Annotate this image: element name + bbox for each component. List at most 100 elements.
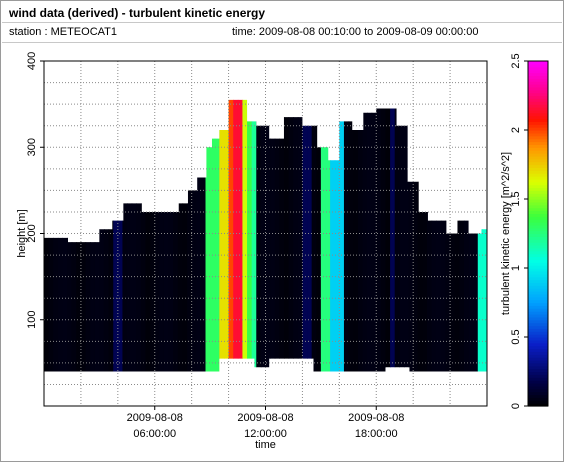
heatmap-cell: [228, 99, 234, 372]
colorbar-swatch: [528, 262, 548, 266]
colorbar-swatch: [528, 288, 548, 292]
colorbar-swatch: [528, 268, 548, 272]
heatmap-cell: [219, 99, 225, 372]
heatmap-cell: [288, 99, 294, 372]
colorbar-swatch: [528, 345, 548, 350]
colorbar-swatch: [528, 112, 548, 117]
colorbar-swatch: [528, 161, 548, 166]
heatmap-cell: [385, 99, 391, 372]
colorbar-swatch: [528, 319, 548, 324]
colorbar-swatch: [528, 184, 548, 189]
colorbar-swatch: [528, 256, 548, 260]
heatmap-cell: [251, 99, 257, 372]
heatmap-cell: [145, 99, 151, 372]
heatmap-cell: [307, 99, 313, 372]
heatmap-cell: [265, 99, 271, 372]
heatmap-cell: [136, 99, 142, 372]
heatmap-cell: [279, 99, 285, 372]
heatmap-cell: [127, 99, 133, 372]
colorbar-swatch: [528, 233, 548, 237]
colorbar-swatch: [528, 104, 548, 108]
heatmap-cell: [316, 99, 322, 372]
colorbar-swatch: [528, 354, 548, 358]
colorbar-swatch: [528, 380, 548, 384]
heatmap-cell: [53, 99, 59, 372]
heatmap-cell: [168, 99, 174, 372]
chart-title: wind data (derived) - turbulent kinetic …: [9, 6, 266, 20]
colorbar-swatch: [528, 403, 548, 407]
heatmap-cell: [394, 99, 400, 372]
heatmap-cell: [371, 99, 377, 372]
heatmap-cell: [376, 99, 382, 372]
heatmap-cell: [320, 99, 327, 372]
colorbar-tick-label: 2: [510, 127, 522, 133]
heatmap-cell: [283, 99, 290, 372]
heatmap-cell: [99, 99, 105, 372]
colorbar-swatch: [528, 135, 548, 140]
colorbar-swatch: [528, 164, 548, 168]
colorbar-swatch: [528, 86, 548, 91]
heatmap-cell: [431, 99, 437, 372]
colorbar-swatch: [528, 377, 548, 381]
heatmap-cell: [131, 99, 137, 372]
y-tick-label: 300: [26, 138, 38, 156]
colorbar-swatch: [528, 127, 548, 131]
heatmap-cell: [334, 99, 340, 372]
colorbar-swatch: [528, 247, 548, 252]
colorbar-swatch: [528, 118, 548, 122]
colorbar-swatch: [528, 155, 548, 160]
colorbar-swatch: [528, 115, 548, 120]
time-range-label: time: 2009-08-08 00:10:00 to 2009-08-09 …: [232, 26, 479, 38]
heatmap-cell: [173, 99, 179, 372]
colorbar-swatch: [528, 273, 548, 278]
heatmap-cell: [103, 99, 110, 372]
heatmap-cell: [450, 99, 456, 372]
colorbar-swatch: [528, 365, 548, 370]
heatmap-cell: [187, 99, 193, 372]
y-tick-label: 200: [26, 224, 38, 242]
colorbar-swatch: [528, 167, 548, 171]
x-tick-label-date: 2009-08-08: [237, 412, 293, 424]
colorbar-swatch: [528, 158, 548, 163]
heatmap-cell: [459, 99, 465, 372]
colorbar-swatch: [528, 311, 548, 315]
heatmap-cell: [233, 99, 239, 372]
colorbar-swatch: [528, 81, 548, 85]
colorbar-swatch: [528, 296, 548, 301]
colorbar-tick-label: 0.5: [510, 329, 522, 344]
heatmap-cell: [325, 99, 331, 372]
colorbar-swatch: [528, 308, 548, 312]
colorbar-swatch: [528, 95, 548, 99]
colorbar-swatch: [528, 147, 548, 151]
colorbar-swatch: [528, 230, 548, 235]
colorbar-swatch: [528, 193, 548, 197]
heatmap-cell: [408, 99, 414, 372]
heatmap-cell: [348, 99, 354, 372]
colorbar-swatch: [528, 150, 548, 154]
colorbar-swatch: [528, 176, 548, 180]
colorbar-swatch: [528, 316, 548, 321]
colorbar: [528, 61, 548, 407]
heatmap-cell: [177, 99, 184, 372]
colorbar-swatch: [528, 394, 548, 398]
colorbar-swatch: [528, 362, 548, 367]
heatmap-cell: [403, 99, 410, 372]
colorbar-label: turbulent kinetic energy [m^2/s^2]: [500, 152, 512, 315]
heatmap-cell: [353, 99, 359, 372]
colorbar-swatch: [528, 199, 548, 203]
y-axis-label: height [m]: [16, 209, 28, 257]
heatmap-cell: [440, 99, 447, 372]
colorbar-swatch: [528, 101, 548, 105]
heatmap-cell: [260, 99, 267, 372]
colorbar-swatch: [528, 282, 548, 286]
colorbar-swatch: [528, 69, 548, 74]
colorbar-swatch: [528, 63, 548, 68]
heatmap-cell: [196, 99, 202, 372]
heatmap-cell: [413, 99, 419, 372]
colorbar-swatch: [528, 357, 548, 361]
colorbar-swatch: [528, 253, 548, 258]
colorbar-swatch: [528, 314, 548, 318]
colorbar-swatch: [528, 207, 548, 212]
heatmap-cell: [422, 99, 428, 372]
heatmap-cell: [256, 99, 262, 372]
